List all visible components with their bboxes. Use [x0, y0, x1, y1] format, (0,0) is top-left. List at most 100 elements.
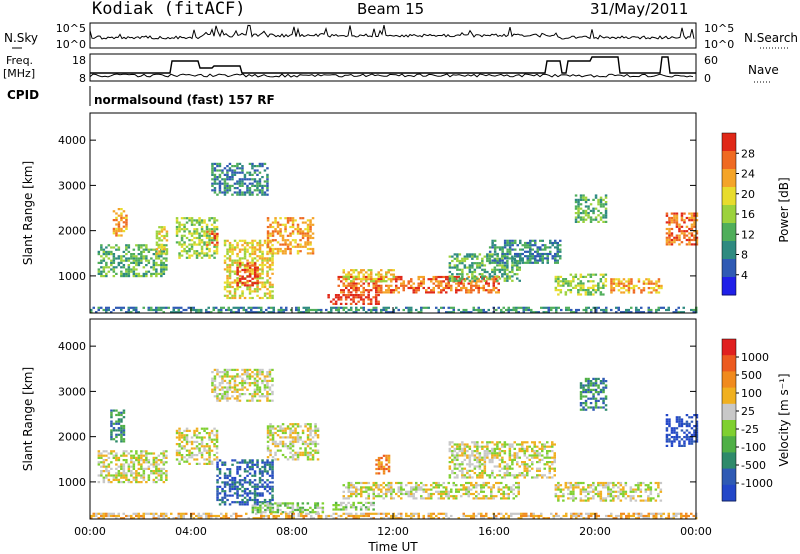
power-data-cell — [579, 273, 583, 276]
velocity-data-cell — [471, 452, 474, 455]
velocity-data-cell — [634, 499, 638, 502]
power-data-cell — [271, 268, 274, 271]
power-data-cell — [236, 246, 239, 249]
velocity-data-cell — [587, 377, 590, 380]
velocity-data-cell — [478, 445, 482, 448]
velocity-data-cell — [501, 467, 504, 470]
velocity-data-cell — [233, 479, 237, 482]
power-data-cell — [683, 221, 686, 224]
velocity-data-cell — [513, 456, 516, 459]
velocity-data-cell — [483, 469, 487, 472]
power-data-cell — [268, 268, 272, 271]
velocity-data-cell — [496, 454, 499, 457]
velocity-data-cell — [188, 456, 191, 459]
velocity-data-cell — [216, 496, 219, 499]
velocity-data-cell — [274, 431, 277, 435]
velocity-data-cell — [145, 459, 148, 462]
power-data-cell — [554, 239, 557, 242]
power-data-cell — [375, 286, 378, 290]
power-data-cell — [539, 239, 542, 242]
velocity-data-cell — [347, 495, 350, 498]
power-data-cell — [587, 212, 590, 215]
power-data-cell — [231, 263, 234, 267]
power-data-cell — [155, 308, 158, 312]
velocity-data-cell — [523, 452, 526, 455]
velocity-data-cell — [357, 488, 360, 491]
velocity-data-cell — [226, 481, 229, 484]
velocity-data-cell — [162, 467, 166, 470]
velocity-data-cell — [455, 488, 458, 491]
velocity-data-cell — [306, 458, 310, 461]
velocity-data-cell — [236, 490, 239, 493]
power-data-cell — [375, 277, 378, 281]
velocity-data-cell — [135, 478, 138, 481]
velocity-data-cell — [110, 435, 113, 439]
velocity-data-cell — [205, 462, 209, 465]
power-data-cell — [261, 165, 264, 168]
power-data-cell — [690, 234, 694, 237]
velocity-data-cell — [160, 476, 163, 479]
velocity-data-cell — [518, 456, 521, 459]
power-data-cell — [185, 256, 189, 259]
velocity-data-cell — [259, 504, 262, 507]
velocity-data-cell — [107, 481, 111, 484]
velocity-data-cell — [205, 443, 209, 446]
power-data-cell — [552, 306, 555, 309]
velocity-data-cell — [468, 465, 472, 468]
power-data-cell — [507, 308, 510, 312]
power-data-cell — [280, 311, 283, 314]
power-data-cell — [260, 306, 263, 309]
power-data-cell — [501, 257, 504, 260]
power-data-cell — [420, 308, 423, 312]
power-data-cell — [584, 214, 588, 217]
power-data-cell — [670, 216, 674, 220]
velocity-data-cell — [584, 488, 588, 491]
power-data-cell — [367, 273, 370, 276]
velocity-data-cell — [246, 465, 249, 469]
power-data-cell — [448, 279, 452, 282]
velocity-data-cell — [594, 488, 598, 491]
power-data-cell — [335, 306, 338, 309]
power-data-cell — [647, 282, 651, 285]
power-data-cell — [230, 308, 233, 312]
power-data-cell — [228, 178, 232, 181]
power-data-cell — [529, 239, 532, 242]
power-data-cell — [142, 248, 146, 251]
power-data-cell — [632, 287, 636, 290]
power-data-cell — [246, 191, 249, 194]
power-data-cell — [559, 291, 563, 294]
velocity-data-cell — [309, 434, 312, 437]
velocity-data-cell — [607, 486, 610, 489]
velocity-data-cell — [248, 465, 252, 469]
power-data-cell — [271, 272, 274, 275]
power-data-cell — [266, 250, 269, 253]
velocity-data-cell — [299, 425, 302, 428]
power-data-cell — [198, 239, 201, 242]
power-data-cell — [610, 280, 613, 283]
power-data-cell — [615, 278, 618, 281]
power-data-cell — [693, 221, 696, 224]
velocity-data-cell — [526, 472, 529, 475]
power-data-cell — [276, 225, 280, 229]
power-data-cell — [236, 263, 239, 267]
power-data-cell — [647, 308, 650, 312]
power-data-cell — [218, 169, 222, 172]
power-data-cell — [490, 291, 493, 294]
power-data-cell — [311, 252, 315, 255]
velocity-data-cell — [248, 483, 252, 486]
power-data-cell — [473, 253, 477, 256]
power-data-cell — [247, 311, 250, 314]
velocity-data-cell — [360, 490, 363, 493]
power-data-cell — [569, 284, 573, 287]
velocity-data-cell — [347, 481, 350, 485]
velocity-data-cell — [382, 472, 386, 475]
power-data-cell — [286, 243, 290, 246]
velocity-data-cell — [266, 449, 270, 452]
nsearch-tick-top: 10^5 — [704, 22, 734, 35]
power-data-cell — [213, 217, 216, 220]
power-data-cell — [491, 253, 494, 256]
power-data-cell — [248, 261, 252, 264]
velocity-data-cell — [178, 460, 181, 463]
velocity-data-cell — [470, 484, 473, 487]
power-data-cell — [508, 246, 512, 249]
